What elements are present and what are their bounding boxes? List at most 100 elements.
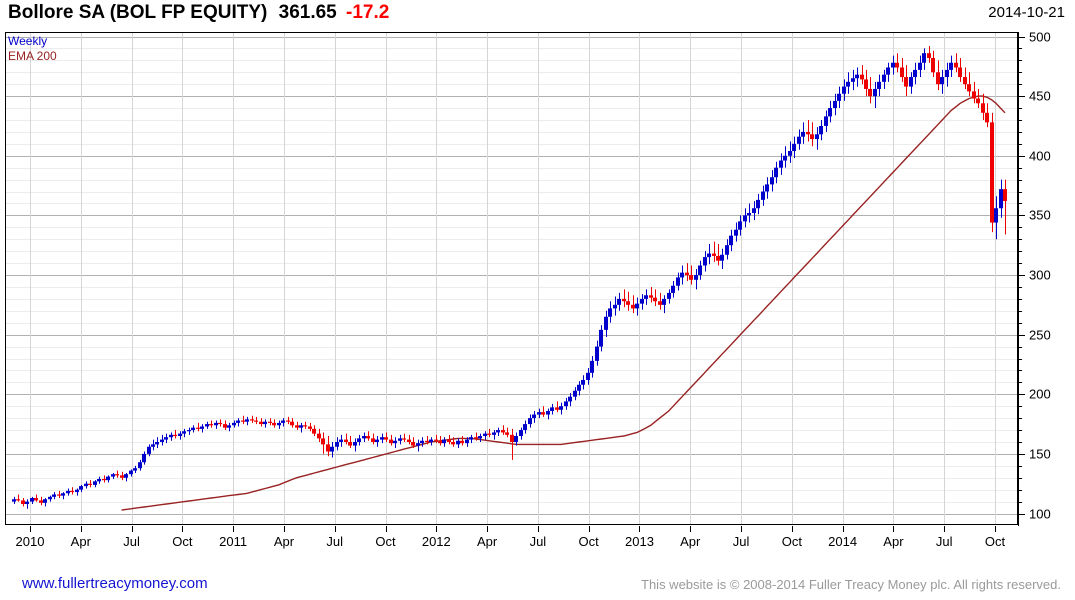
page-title: Bollore SA (BOL FP EQUITY) 361.65 -17.2	[8, 2, 389, 24]
site-url-link[interactable]: www.fullertreacymoney.com	[22, 575, 208, 592]
y-axis-minor-tick	[1018, 406, 1022, 407]
x-axis-label: Apr	[273, 534, 295, 549]
x-axis-label: Oct	[375, 534, 396, 549]
y-axis-minor-tick	[1018, 466, 1022, 467]
y-axis-minor-tick	[1018, 251, 1022, 252]
x-axis-tick	[487, 526, 488, 532]
y-axis-label: 200	[1029, 386, 1051, 402]
y-axis: 100 150 200 250 300 350 400 450 500	[1018, 29, 1075, 526]
x-axis-tick	[690, 526, 691, 532]
y-axis-minor-tick	[1018, 144, 1022, 145]
y-axis-major-tick	[1018, 275, 1025, 276]
y-axis-minor-tick	[1018, 502, 1022, 503]
y-axis-minor-tick	[1018, 382, 1022, 383]
y-axis-minor-tick	[1018, 108, 1022, 109]
x-axis-tick	[335, 526, 336, 532]
y-axis-major-tick	[1018, 454, 1025, 455]
y-axis-line	[1018, 32, 1019, 526]
price-change: -17.2	[346, 2, 390, 23]
y-axis-minor-tick	[1018, 72, 1022, 73]
y-axis-major-tick	[1018, 156, 1025, 157]
x-axis-label: 2011	[219, 534, 248, 549]
y-axis-major-tick	[1018, 215, 1025, 216]
y-axis-minor-tick	[1018, 323, 1022, 324]
x-axis-label: Jul	[935, 534, 953, 549]
x-axis-label: Oct	[578, 534, 599, 549]
y-axis-major-tick	[1018, 96, 1025, 97]
page-footer: www.fullertreacymoney.com This website i…	[0, 572, 1075, 600]
y-axis-label: 100	[1029, 506, 1051, 522]
y-axis-minor-tick	[1018, 263, 1022, 264]
chart-date: 2014-10-21	[988, 4, 1065, 21]
x-axis-label: Apr	[680, 534, 701, 549]
y-axis-minor-tick	[1018, 192, 1022, 193]
x-axis-tick	[81, 526, 82, 532]
y-axis-label: 250	[1029, 327, 1051, 343]
y-axis-minor-tick	[1018, 180, 1022, 181]
x-axis-label: Apr	[883, 534, 904, 549]
x-axis-tick	[792, 526, 793, 532]
x-axis-label: 2013	[625, 534, 654, 549]
instrument-name: Bollore SA (BOL FP EQUITY)	[8, 2, 268, 23]
x-axis-tick	[132, 526, 133, 532]
y-axis-minor-tick	[1018, 60, 1022, 61]
candlestick-canvas	[6, 33, 1017, 524]
x-axis-tick	[182, 526, 183, 532]
y-axis-minor-tick	[1018, 48, 1022, 49]
chart-header: Bollore SA (BOL FP EQUITY) 361.65 -17.2 …	[0, 0, 1075, 30]
y-axis-minor-tick	[1018, 287, 1022, 288]
y-axis-minor-tick	[1018, 478, 1022, 479]
y-axis-label: 350	[1029, 207, 1051, 223]
x-axis-tick	[944, 526, 945, 532]
chart-plot-area[interactable]	[5, 32, 1018, 525]
x-axis-tick	[233, 526, 234, 532]
x-axis-label: 2010	[15, 534, 45, 549]
y-axis-major-tick	[1018, 514, 1025, 515]
y-axis-label: 450	[1029, 88, 1051, 104]
y-axis-label: 150	[1029, 446, 1051, 462]
x-axis-tick	[436, 526, 437, 532]
y-axis-minor-tick	[1018, 120, 1022, 121]
x-axis-label: Apr	[70, 534, 91, 549]
y-axis-minor-tick	[1018, 168, 1022, 169]
x-axis-label: Jul	[529, 534, 547, 549]
x-axis-label: Apr	[476, 534, 498, 549]
y-axis-minor-tick	[1018, 203, 1022, 204]
x-axis-label: 2014	[828, 534, 858, 549]
x-axis-label: Oct	[781, 534, 802, 549]
x-axis-label: Jul	[732, 534, 750, 549]
x-axis-tick	[893, 526, 894, 532]
x-axis-label: Jul	[123, 534, 140, 549]
y-axis-minor-tick	[1018, 442, 1022, 443]
y-axis-minor-tick	[1018, 84, 1022, 85]
y-axis-major-tick	[1018, 37, 1025, 38]
x-axis-label: Jul	[326, 534, 344, 549]
x-axis-tick	[386, 526, 387, 532]
x-axis-label: 2012	[421, 534, 451, 549]
x-axis-tick	[843, 526, 844, 532]
y-axis-minor-tick	[1018, 359, 1022, 360]
y-axis-minor-tick	[1018, 490, 1022, 491]
x-axis-tick	[995, 526, 996, 532]
x-axis: 2010 Apr Jul Oct 2011 Apr Jul Oct 2012 Apr Jul Oct 2…	[5, 526, 1019, 558]
copyright-text: This website is © 2008-2014 Fuller Treac…	[641, 577, 1061, 592]
x-axis-tick	[639, 526, 640, 532]
y-axis-major-tick	[1018, 394, 1025, 395]
y-axis-minor-tick	[1018, 299, 1022, 300]
y-axis-minor-tick	[1018, 418, 1022, 419]
y-axis-minor-tick	[1018, 430, 1022, 431]
y-axis-label: 500	[1029, 29, 1051, 44]
x-axis-tick	[538, 526, 539, 532]
y-axis-label: 300	[1029, 267, 1051, 283]
y-axis-minor-tick	[1018, 132, 1022, 133]
x-axis-tick	[284, 526, 285, 532]
y-axis-major-tick	[1018, 335, 1025, 336]
last-price: 361.65	[278, 2, 337, 23]
x-axis-label: Oct	[984, 534, 1006, 549]
y-axis-label: 400	[1029, 148, 1051, 164]
x-axis-tick	[741, 526, 742, 532]
y-axis-minor-tick	[1018, 311, 1022, 312]
x-axis-tick	[30, 526, 31, 532]
y-axis-minor-tick	[1018, 227, 1022, 228]
y-axis-minor-tick	[1018, 370, 1022, 371]
